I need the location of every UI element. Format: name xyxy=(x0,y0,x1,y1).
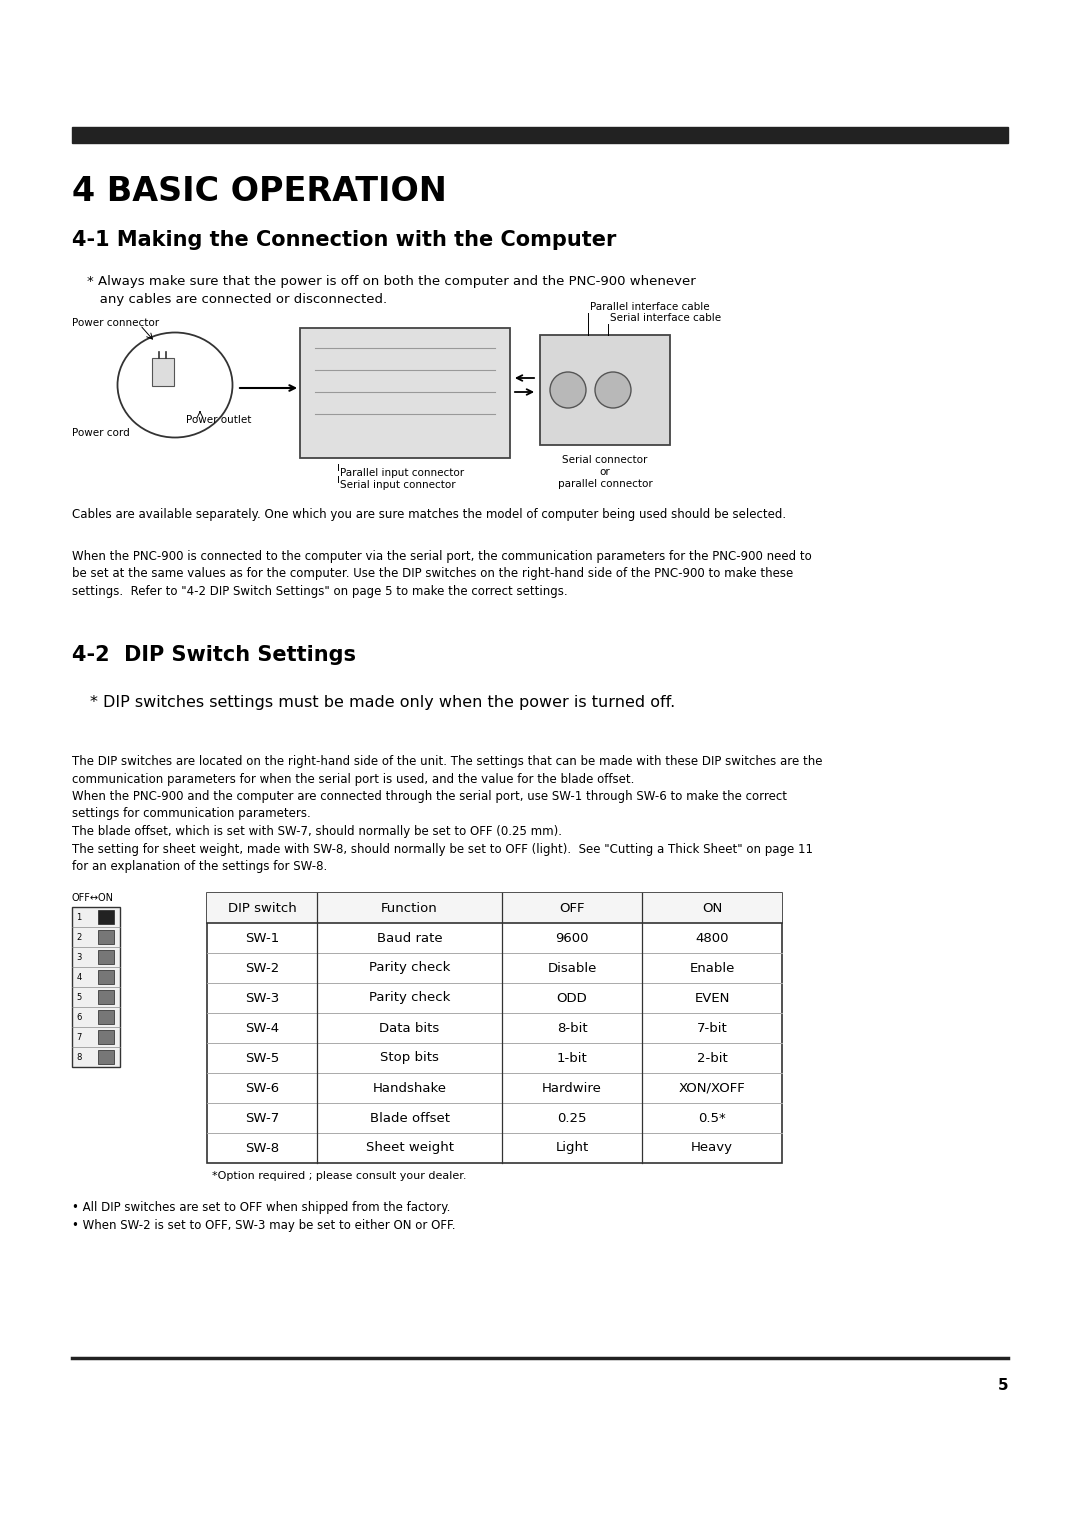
Text: Parallel interface cable: Parallel interface cable xyxy=(590,303,710,312)
Text: Disable: Disable xyxy=(548,961,596,975)
Text: SW-7: SW-7 xyxy=(245,1111,279,1125)
Text: SW-1: SW-1 xyxy=(245,932,279,944)
Text: 2: 2 xyxy=(77,932,82,941)
Text: Handshake: Handshake xyxy=(373,1082,446,1094)
Text: *Option required ; please consult your dealer.: *Option required ; please consult your d… xyxy=(212,1170,467,1181)
Bar xyxy=(98,931,114,944)
Text: parallel connector: parallel connector xyxy=(557,478,652,489)
Text: Hardwire: Hardwire xyxy=(542,1082,602,1094)
Text: When the PNC-900 is connected to the computer via the serial port, the communica: When the PNC-900 is connected to the com… xyxy=(72,550,812,597)
Text: 4: 4 xyxy=(77,972,82,981)
Text: OFF↔ON: OFF↔ON xyxy=(72,892,114,903)
Text: 1-bit: 1-bit xyxy=(556,1051,588,1065)
Text: 8-bit: 8-bit xyxy=(556,1022,588,1034)
Text: • When SW-2 is set to OFF, SW-3 may be set to either ON or OFF.: • When SW-2 is set to OFF, SW-3 may be s… xyxy=(72,1219,456,1232)
Text: Serial connector: Serial connector xyxy=(563,455,648,465)
Text: SW-6: SW-6 xyxy=(245,1082,279,1094)
Bar xyxy=(152,358,174,387)
Text: SW-8: SW-8 xyxy=(245,1141,279,1155)
Bar xyxy=(72,908,120,1067)
Text: Baud rate: Baud rate xyxy=(377,932,443,944)
Text: Parity check: Parity check xyxy=(368,961,450,975)
Bar xyxy=(98,990,114,1004)
Text: 4800: 4800 xyxy=(696,932,729,944)
Text: Blade offset: Blade offset xyxy=(369,1111,449,1125)
Circle shape xyxy=(595,371,631,408)
Text: The DIP switches are located on the right-hand side of the unit. The settings th: The DIP switches are located on the righ… xyxy=(72,755,823,872)
Text: Serial input connector: Serial input connector xyxy=(340,480,456,490)
Bar xyxy=(98,970,114,984)
Text: 5: 5 xyxy=(997,1378,1008,1394)
Text: 9600: 9600 xyxy=(555,932,589,944)
Text: Data bits: Data bits xyxy=(379,1022,440,1034)
Bar xyxy=(207,892,782,923)
Text: Light: Light xyxy=(555,1141,589,1155)
Text: 0.25: 0.25 xyxy=(557,1111,586,1125)
Text: 0.5*: 0.5* xyxy=(698,1111,726,1125)
Text: Parity check: Parity check xyxy=(368,992,450,1004)
Text: SW-2: SW-2 xyxy=(245,961,279,975)
Text: Stop bits: Stop bits xyxy=(380,1051,438,1065)
Bar xyxy=(300,329,510,458)
Text: SW-5: SW-5 xyxy=(245,1051,279,1065)
Bar xyxy=(98,1030,114,1044)
Text: 4-2  DIP Switch Settings: 4-2 DIP Switch Settings xyxy=(72,645,356,665)
Text: Power outlet: Power outlet xyxy=(186,416,252,425)
Text: DIP switch: DIP switch xyxy=(228,902,296,914)
Text: * DIP switches settings must be made only when the power is turned off.: * DIP switches settings must be made onl… xyxy=(90,695,675,711)
Text: Function: Function xyxy=(381,902,437,914)
Text: SW-4: SW-4 xyxy=(245,1022,279,1034)
Text: 1: 1 xyxy=(77,912,82,921)
Text: 8: 8 xyxy=(77,1053,82,1062)
Text: Parallel input connector: Parallel input connector xyxy=(340,468,464,478)
Text: 2-bit: 2-bit xyxy=(697,1051,727,1065)
Bar xyxy=(98,911,114,924)
Bar xyxy=(72,127,1008,144)
Bar xyxy=(540,335,670,445)
Text: OFF: OFF xyxy=(559,902,584,914)
Text: • All DIP switches are set to OFF when shipped from the factory.: • All DIP switches are set to OFF when s… xyxy=(72,1201,450,1215)
Text: 4-1 Making the Connection with the Computer: 4-1 Making the Connection with the Compu… xyxy=(72,231,617,251)
Text: Enable: Enable xyxy=(689,961,734,975)
Text: ODD: ODD xyxy=(556,992,588,1004)
Circle shape xyxy=(550,371,586,408)
Text: or: or xyxy=(599,468,610,477)
Text: Serial interface cable: Serial interface cable xyxy=(610,313,721,322)
Text: XON/XOFF: XON/XOFF xyxy=(678,1082,745,1094)
Text: Power cord: Power cord xyxy=(72,428,130,439)
Text: 4 BASIC OPERATION: 4 BASIC OPERATION xyxy=(72,176,447,208)
Text: 3: 3 xyxy=(77,952,82,961)
Text: Sheet weight: Sheet weight xyxy=(365,1141,454,1155)
Bar xyxy=(98,950,114,964)
Text: SW-3: SW-3 xyxy=(245,992,279,1004)
Text: Cables are available separately. One which you are sure matches the model of com: Cables are available separately. One whi… xyxy=(72,507,786,521)
Text: 7: 7 xyxy=(77,1033,82,1042)
Text: * Always make sure that the power is off on both the computer and the PNC-900 wh: * Always make sure that the power is off… xyxy=(87,275,696,306)
Bar xyxy=(98,1010,114,1024)
Text: ON: ON xyxy=(702,902,723,914)
Text: 7-bit: 7-bit xyxy=(697,1022,727,1034)
Text: 6: 6 xyxy=(77,1013,82,1022)
Text: EVEN: EVEN xyxy=(694,992,730,1004)
Bar xyxy=(207,892,782,1163)
Text: Heavy: Heavy xyxy=(691,1141,733,1155)
Text: Power connector: Power connector xyxy=(72,318,159,329)
Bar xyxy=(98,1050,114,1063)
Text: 5: 5 xyxy=(77,993,82,1001)
